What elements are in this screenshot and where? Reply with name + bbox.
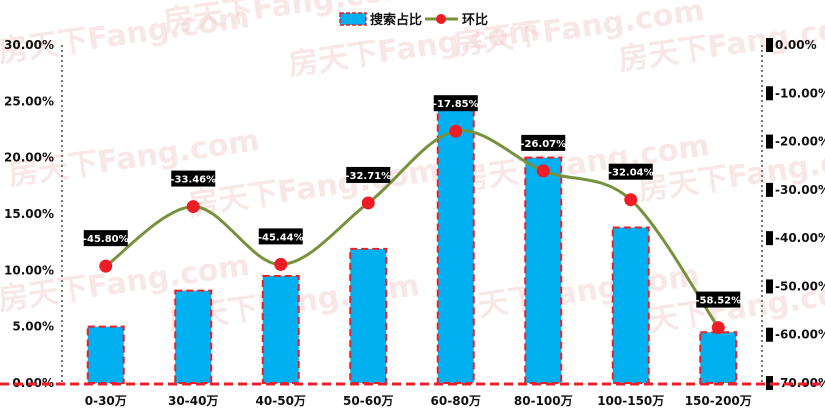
- bar: [524, 156, 563, 384]
- line-series: [99, 124, 725, 335]
- data-label: -58.52%: [695, 296, 741, 307]
- axes: 0.00% 5.00% 10.00% 15.00% 20.00% 25.00% 30.00%…: [0, 38, 825, 408]
- legend: 搜索占比 环比: [339, 12, 488, 28]
- y-right-tick-marker: [766, 231, 773, 246]
- y-right-tick-label: 0.00%: [775, 38, 817, 52]
- x-tick-label: 150-200万: [685, 394, 752, 408]
- y-right-tick-label: -50.00%: [775, 279, 825, 293]
- y-right-tick-marker: [766, 38, 773, 52]
- data-label-box: [696, 291, 741, 308]
- data-labels: -45.80% -33.46% -45.44% -32.71% -17.85% -26.0…: [83, 95, 741, 308]
- bar: [436, 100, 475, 384]
- y-right-tick-label: -10.00%: [775, 86, 825, 100]
- line-point: [711, 321, 725, 335]
- y-right-tick-label: -20.00%: [775, 135, 825, 149]
- y-left-tick-label: 30.00%: [4, 38, 54, 52]
- y-left-tick-label: 20.00%: [4, 151, 54, 165]
- data-label-box: [171, 170, 216, 187]
- line-point: [624, 193, 638, 207]
- x-tick-label: 30-40万: [168, 394, 218, 408]
- bar: [349, 247, 388, 384]
- data-label-box: [83, 230, 128, 247]
- data-label-box: [608, 163, 653, 180]
- y-right-tick-marker: [766, 279, 773, 294]
- watermark-text-6: 房天下Fang.com: [186, 153, 441, 223]
- legend-swatch-marker: [436, 14, 446, 24]
- y-right-tick-marker: [766, 182, 773, 197]
- watermark-layer: 房天下Fang.com房天下Fang.com房天下Fang.com房天下Fang…: [0, 0, 825, 343]
- line-point: [186, 200, 200, 214]
- data-label: -45.44%: [258, 232, 304, 243]
- bar: [174, 289, 213, 385]
- x-tick-label: 80-100万: [514, 394, 573, 408]
- y-right-tick-marker: [766, 134, 773, 149]
- data-label: -32.04%: [608, 168, 654, 179]
- y-left-tick-label: 10.00%: [4, 263, 54, 277]
- data-label: -45.80%: [83, 234, 129, 245]
- y-right-tick-label: -30.00%: [775, 183, 825, 197]
- x-tick-label: 60-80万: [431, 394, 481, 408]
- data-label-box: [433, 95, 478, 112]
- data-label-box: [258, 228, 303, 245]
- data-label: -32.71%: [345, 171, 391, 182]
- bar: [86, 325, 125, 384]
- bar: [261, 274, 300, 385]
- legend-label-line: 环比: [462, 12, 488, 28]
- legend-label-bar: 搜索占比: [370, 12, 422, 28]
- x-tick-label: 50-60万: [343, 394, 393, 408]
- y-left-tick-label: 15.00%: [4, 207, 54, 221]
- y-left-tick-label: 25.00%: [4, 94, 54, 108]
- legend-swatch-bar: [339, 12, 367, 26]
- data-label-box: [521, 134, 566, 151]
- x-tick-label: 40-50万: [256, 394, 306, 408]
- x-tick-label: 100-150万: [597, 394, 664, 408]
- x-tick-label: 0-30万: [85, 394, 127, 408]
- y-right-tick-label: -60.00%: [775, 328, 825, 342]
- y-right-tick-marker: [766, 327, 773, 342]
- data-label: -33.46%: [170, 175, 216, 186]
- y-right-tick-label: -40.00%: [775, 231, 825, 245]
- data-label: -17.85%: [433, 99, 479, 110]
- data-label: -26.07%: [520, 139, 566, 150]
- bar: [699, 331, 738, 384]
- y-right-tick-marker: [766, 376, 773, 390]
- line-point: [274, 257, 288, 271]
- bar-series: [86, 100, 738, 385]
- data-label-box: [346, 166, 391, 183]
- line-point: [449, 124, 463, 138]
- line-point: [99, 259, 113, 273]
- bar: [611, 226, 650, 384]
- line-point: [361, 196, 375, 210]
- line-point: [536, 164, 550, 178]
- y-left-tick-label: 5.00%: [12, 320, 54, 334]
- y-right-tick-marker: [766, 86, 773, 101]
